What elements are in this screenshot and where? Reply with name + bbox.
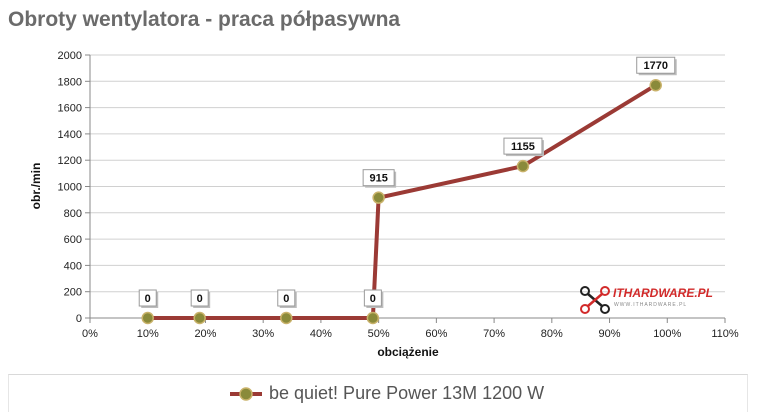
data-label: 1155	[511, 141, 535, 153]
data-label: 1770	[643, 60, 667, 72]
data-label-box	[363, 289, 382, 307]
data-label-box	[636, 56, 676, 74]
data-label: 0	[370, 293, 376, 305]
axes	[85, 54, 726, 323]
y-tick-label: 1800	[58, 76, 82, 88]
x-tick-label: 30%	[252, 328, 274, 340]
y-tick-labels: 0 200 400 600 800 1000 1200 1400 1600 1800 2000	[58, 50, 82, 325]
x-tick-label: 60%	[425, 328, 447, 340]
x-tick-label: 10%	[137, 328, 159, 340]
x-tick-label: 80%	[541, 328, 563, 340]
x-tick-label: 40%	[310, 328, 332, 340]
legend-swatch-icon	[230, 386, 262, 401]
x-tick-label: 100%	[653, 328, 681, 340]
data-label-box	[503, 137, 543, 155]
y-tick-label: 2000	[58, 50, 82, 62]
x-tick-label: 110%	[711, 328, 739, 340]
data-point	[516, 159, 530, 173]
data-label-box	[138, 289, 157, 307]
x-tick-label: 90%	[599, 328, 621, 340]
chart-area: 0 200 400 600 800 1000 1200 1400 1600 1800 2000 0%…	[29, 50, 739, 359]
y-tick-label: 600	[64, 234, 82, 246]
y-tick-label: 200	[64, 287, 82, 299]
watermark-subtext: WWW.ITHARDWARE.PL	[614, 302, 688, 308]
x-tick-label: 50%	[368, 328, 390, 340]
data-label-box	[277, 289, 296, 307]
legend: be quiet! Pure Power 13M 1200 W	[8, 374, 748, 412]
watermark-text: ITHARDWARE.PL	[613, 286, 713, 300]
data-label: 0	[145, 293, 151, 305]
data-label: 915	[369, 173, 387, 185]
data-point	[141, 311, 154, 325]
drone-logo-icon	[580, 286, 610, 314]
data-point	[193, 311, 206, 325]
legend-label: be quiet! Pure Power 13M 1200 W	[269, 383, 545, 403]
x-tick-labels: 0% 10% 20% 30% 40% 50% 60% 70% 80% 90% 100% 110%	[82, 328, 739, 340]
data-labels: 0 0 0 0 915 1155 1770	[138, 56, 677, 308]
series-line	[147, 83, 657, 320]
x-axis-title: obciążenie	[377, 345, 439, 359]
series-markers	[141, 78, 662, 325]
y-tick-label: 1600	[58, 103, 82, 115]
data-point	[366, 311, 380, 325]
x-tick-label: 0%	[82, 328, 98, 340]
data-label-box	[362, 169, 395, 187]
data-label: 0	[283, 293, 289, 305]
y-tick-label: 1200	[58, 155, 82, 167]
data-label-box	[190, 289, 209, 307]
series-line-path	[147, 83, 657, 320]
y-tick-label: 1000	[58, 182, 82, 194]
data-point	[280, 311, 293, 325]
watermark: ITHARDWARE.PL WWW.ITHARDWARE.PL	[580, 286, 713, 319]
y-tick-label: 1400	[58, 129, 82, 141]
gridlines	[90, 54, 725, 293]
y-tick-label: 0	[76, 313, 82, 325]
chart-title: Obroty wentylatora - praca półpasywna	[8, 8, 401, 31]
data-label: 0	[197, 293, 203, 305]
y-tick-label: 800	[64, 208, 82, 220]
data-point	[372, 191, 385, 204]
legend-item: be quiet! Pure Power 13M 1200 W	[229, 383, 544, 404]
y-tick-label: 400	[64, 260, 82, 272]
x-tick-label: 70%	[483, 328, 505, 340]
y-axis-title: obr./min	[29, 163, 43, 210]
data-point	[649, 78, 662, 92]
x-tick-label: 20%	[194, 328, 216, 340]
